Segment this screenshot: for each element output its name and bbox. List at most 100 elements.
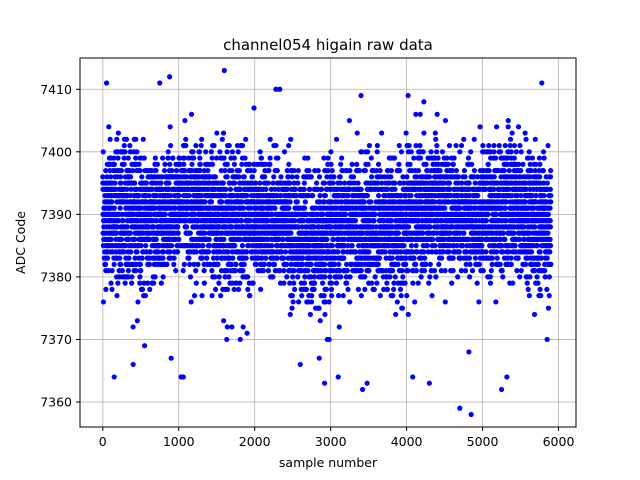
data-point xyxy=(187,274,194,280)
data-point xyxy=(168,142,174,149)
data-point xyxy=(121,142,127,149)
data-point xyxy=(132,255,138,261)
data-point xyxy=(538,293,544,299)
data-point xyxy=(230,255,236,261)
data-point xyxy=(218,293,224,299)
data-point xyxy=(494,124,500,130)
data-point xyxy=(505,124,511,130)
data-point xyxy=(329,243,336,249)
data-point xyxy=(167,249,173,255)
data-point xyxy=(320,280,326,286)
data-point xyxy=(199,293,205,299)
data-point xyxy=(169,167,175,174)
data-point xyxy=(221,155,227,161)
data-point xyxy=(421,268,428,274)
data-point xyxy=(513,149,519,155)
data-point xyxy=(352,218,359,224)
data-point xyxy=(115,280,121,286)
data-point xyxy=(142,293,149,299)
data-point xyxy=(289,305,295,311)
data-point xyxy=(350,174,357,180)
data-point xyxy=(335,293,342,299)
data-point xyxy=(111,261,117,267)
data-point xyxy=(267,155,273,161)
data-point xyxy=(455,274,461,280)
data-point xyxy=(137,280,143,286)
data-point xyxy=(345,286,351,293)
data-point xyxy=(114,293,120,299)
data-point xyxy=(361,199,367,205)
data-point xyxy=(376,255,383,261)
data-point xyxy=(224,286,231,293)
data-point xyxy=(349,243,355,249)
data-point xyxy=(132,180,138,186)
data-point xyxy=(151,280,157,286)
data-point xyxy=(369,174,375,180)
data-point xyxy=(393,311,399,318)
data-points xyxy=(100,67,554,418)
data-point xyxy=(439,149,446,155)
data-point xyxy=(117,255,123,261)
data-point xyxy=(263,186,269,192)
data-point xyxy=(122,280,128,286)
data-point xyxy=(295,180,301,186)
data-point xyxy=(188,299,194,305)
data-point xyxy=(200,243,206,249)
data-point xyxy=(187,230,193,236)
data-point xyxy=(303,286,309,293)
data-point xyxy=(417,155,424,161)
data-point xyxy=(146,261,153,267)
data-point xyxy=(388,167,394,174)
data-point xyxy=(318,186,325,192)
data-point xyxy=(391,286,397,293)
data-point xyxy=(537,161,543,167)
data-point xyxy=(100,299,107,305)
data-point xyxy=(204,255,210,261)
data-point xyxy=(396,142,402,149)
data-point xyxy=(418,274,424,280)
data-point xyxy=(430,236,436,242)
data-point xyxy=(203,149,209,155)
data-point xyxy=(437,167,443,174)
data-point xyxy=(528,249,535,255)
data-point xyxy=(197,155,203,161)
data-point xyxy=(296,299,302,305)
data-point xyxy=(311,286,317,293)
data-point xyxy=(310,192,316,199)
data-point xyxy=(453,142,459,149)
data-point xyxy=(396,161,402,167)
data-point xyxy=(305,268,311,274)
data-point xyxy=(193,142,199,149)
data-point xyxy=(265,180,271,186)
data-point xyxy=(399,305,406,311)
data-point xyxy=(100,149,106,155)
data-point xyxy=(487,274,493,280)
data-point xyxy=(336,261,342,267)
data-point xyxy=(366,142,372,149)
data-point xyxy=(122,149,128,155)
data-point xyxy=(506,167,512,174)
data-point xyxy=(176,192,182,199)
data-point xyxy=(263,255,269,261)
data-point xyxy=(177,161,183,167)
data-point xyxy=(137,167,143,174)
data-point xyxy=(132,236,138,242)
data-point xyxy=(224,174,230,180)
data-point xyxy=(413,261,419,267)
data-point xyxy=(372,211,378,217)
data-point xyxy=(217,149,223,155)
data-point xyxy=(212,286,219,293)
data-point xyxy=(522,261,529,267)
data-point xyxy=(342,211,349,217)
data-point xyxy=(371,218,377,224)
data-point xyxy=(111,205,117,211)
data-point xyxy=(411,255,417,261)
data-point xyxy=(103,167,109,174)
data-point xyxy=(154,161,160,167)
data-point xyxy=(143,180,149,186)
data-point xyxy=(162,211,168,217)
data-point xyxy=(171,261,177,267)
data-point xyxy=(457,149,463,155)
data-point xyxy=(421,249,427,255)
data-point xyxy=(245,286,251,293)
